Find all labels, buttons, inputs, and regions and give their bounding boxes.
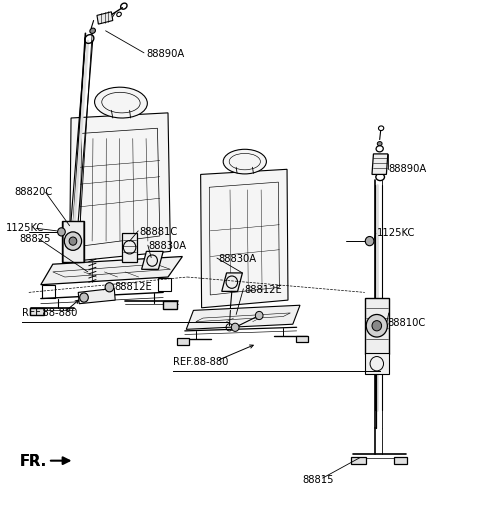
Polygon shape (97, 12, 113, 24)
Polygon shape (186, 305, 300, 329)
Polygon shape (365, 298, 389, 354)
Polygon shape (62, 221, 84, 262)
Text: REF.88-880: REF.88-880 (22, 308, 77, 318)
Polygon shape (222, 273, 242, 291)
Text: 88812E: 88812E (245, 285, 283, 295)
Bar (296, 336, 308, 342)
Circle shape (64, 232, 82, 250)
Text: 88881C: 88881C (139, 227, 178, 237)
Circle shape (105, 283, 114, 292)
Circle shape (80, 293, 88, 302)
Text: FR.: FR. (19, 454, 47, 469)
Polygon shape (78, 288, 115, 304)
Text: 88810C: 88810C (388, 318, 426, 328)
Circle shape (365, 236, 374, 246)
Polygon shape (122, 233, 137, 262)
Text: 88820C: 88820C (14, 187, 53, 198)
Text: 88890A: 88890A (146, 49, 185, 59)
Text: 1125KC: 1125KC (6, 223, 45, 233)
Text: 88815: 88815 (302, 475, 334, 485)
Bar (351, 457, 366, 464)
Text: 88825: 88825 (19, 233, 51, 244)
Bar (177, 338, 189, 345)
Circle shape (255, 311, 263, 320)
Ellipse shape (90, 28, 96, 33)
Bar (394, 457, 407, 464)
Polygon shape (365, 353, 389, 374)
Polygon shape (372, 154, 388, 174)
Circle shape (366, 314, 387, 337)
Text: 1125KC: 1125KC (377, 228, 415, 239)
Polygon shape (142, 251, 163, 269)
Polygon shape (70, 113, 170, 262)
Ellipse shape (377, 142, 382, 146)
Circle shape (69, 237, 77, 245)
Text: 88890A: 88890A (389, 164, 427, 174)
Circle shape (372, 321, 382, 331)
Text: 88830A: 88830A (149, 241, 187, 251)
Text: REF.88-880: REF.88-880 (173, 357, 228, 367)
Bar (163, 301, 177, 309)
Circle shape (231, 323, 239, 331)
Bar (30, 308, 44, 315)
Ellipse shape (95, 87, 147, 118)
Text: FR.: FR. (19, 454, 47, 469)
Text: 88830A: 88830A (218, 254, 256, 264)
Ellipse shape (223, 149, 266, 174)
Polygon shape (41, 256, 182, 285)
Polygon shape (201, 169, 288, 308)
Text: 88812E: 88812E (114, 282, 152, 292)
Circle shape (58, 228, 65, 236)
